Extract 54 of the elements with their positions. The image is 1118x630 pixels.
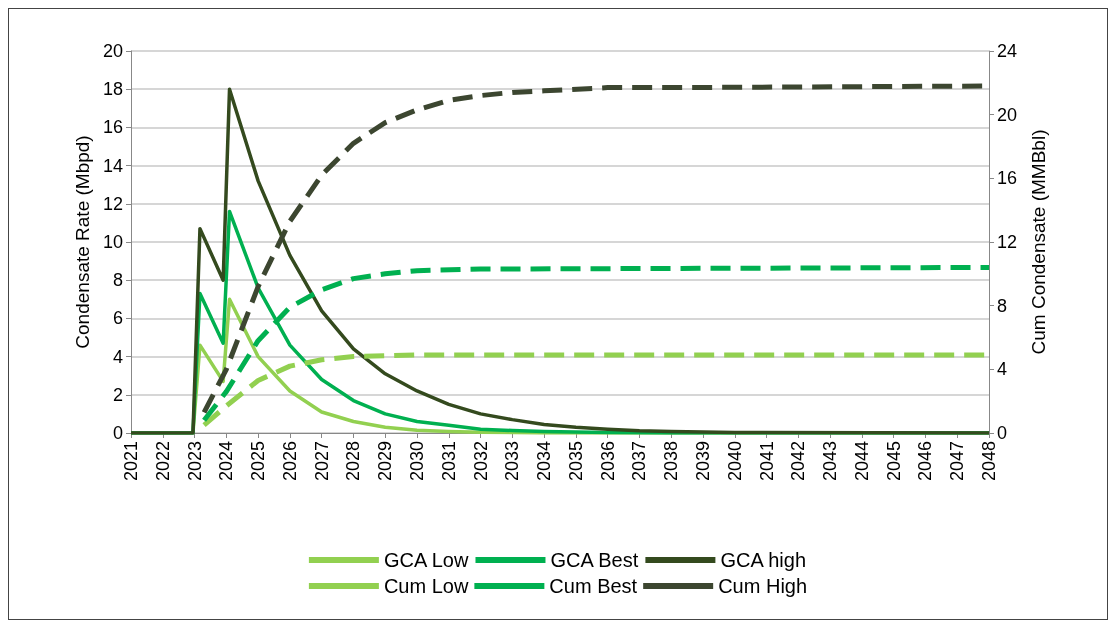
- y-axis-title: Condensate Rate (Mbpd): [72, 135, 94, 349]
- x-tick-label: 2026: [279, 441, 300, 482]
- x-tick-label: 2037: [629, 441, 650, 482]
- y-tick-label: 14: [102, 155, 123, 176]
- x-tick-label: 2035: [565, 441, 586, 482]
- y2-tick-label: 20: [997, 104, 1018, 125]
- x-tick-label: 2039: [693, 441, 713, 482]
- y2-axis-title: Cum Condensate (MMBbl): [1028, 129, 1049, 355]
- x-tick-label: 2027: [311, 441, 332, 482]
- x-tick-label: 2028: [343, 441, 364, 482]
- x-tick-label: 2044: [851, 441, 872, 482]
- x-tick-label: 2032: [470, 441, 491, 482]
- y-tick-label: 20: [102, 41, 123, 61]
- x-tick-label: 2048: [979, 441, 999, 482]
- y-tick-label: 16: [102, 117, 123, 138]
- x-tick-label: 2021: [121, 441, 141, 482]
- y-tick-label: 10: [102, 232, 123, 252]
- y-tick-label: 2: [112, 384, 123, 405]
- y-tick-label: 6: [112, 308, 123, 329]
- y2-tick-label: 12: [997, 232, 1018, 252]
- legend-label: GCA Best: [550, 549, 639, 571]
- y-tick-label: 4: [112, 346, 123, 367]
- x-tick-label: 2029: [375, 441, 396, 482]
- x-tick-label: 2043: [820, 441, 841, 482]
- y2-tick-label: 0: [997, 423, 1008, 443]
- y-tick-label: 0: [112, 423, 123, 443]
- x-tick-label: 2045: [883, 441, 904, 482]
- y2-tick-label: 8: [997, 295, 1008, 316]
- x-tick-label: 2036: [597, 441, 618, 482]
- x-tick-label: 2042: [788, 441, 809, 482]
- x-tick-label: 2046: [915, 441, 936, 482]
- legend-label: GCA Low: [383, 549, 469, 571]
- x-tick-label: 2038: [661, 441, 682, 482]
- x-tick-label: 2031: [438, 441, 459, 482]
- x-tick-label: 2034: [534, 441, 555, 482]
- legend-label: Cum Low: [383, 575, 469, 597]
- y-tick-label: 18: [102, 79, 123, 100]
- y2-tick-label: 4: [997, 359, 1008, 380]
- y2-tick-label: 24: [997, 41, 1018, 61]
- y2-tick-label: 16: [997, 168, 1018, 189]
- x-tick-label: 2040: [724, 441, 745, 482]
- legend-label: GCA high: [720, 549, 807, 571]
- legend-label: Cum Best: [549, 575, 638, 597]
- x-tick-label: 2033: [502, 441, 523, 482]
- y-tick-label: 8: [112, 270, 123, 291]
- legend-label: Cum High: [718, 575, 808, 597]
- x-tick-label: 2023: [184, 441, 205, 482]
- y-tick-label: 12: [102, 193, 123, 214]
- x-tick-label: 2024: [216, 441, 237, 482]
- x-tick-label: 2047: [947, 441, 968, 482]
- x-tick-label: 2022: [152, 441, 173, 482]
- x-tick-label: 2030: [407, 441, 427, 482]
- x-tick-label: 2025: [248, 441, 269, 482]
- x-tick-label: 2041: [756, 441, 777, 482]
